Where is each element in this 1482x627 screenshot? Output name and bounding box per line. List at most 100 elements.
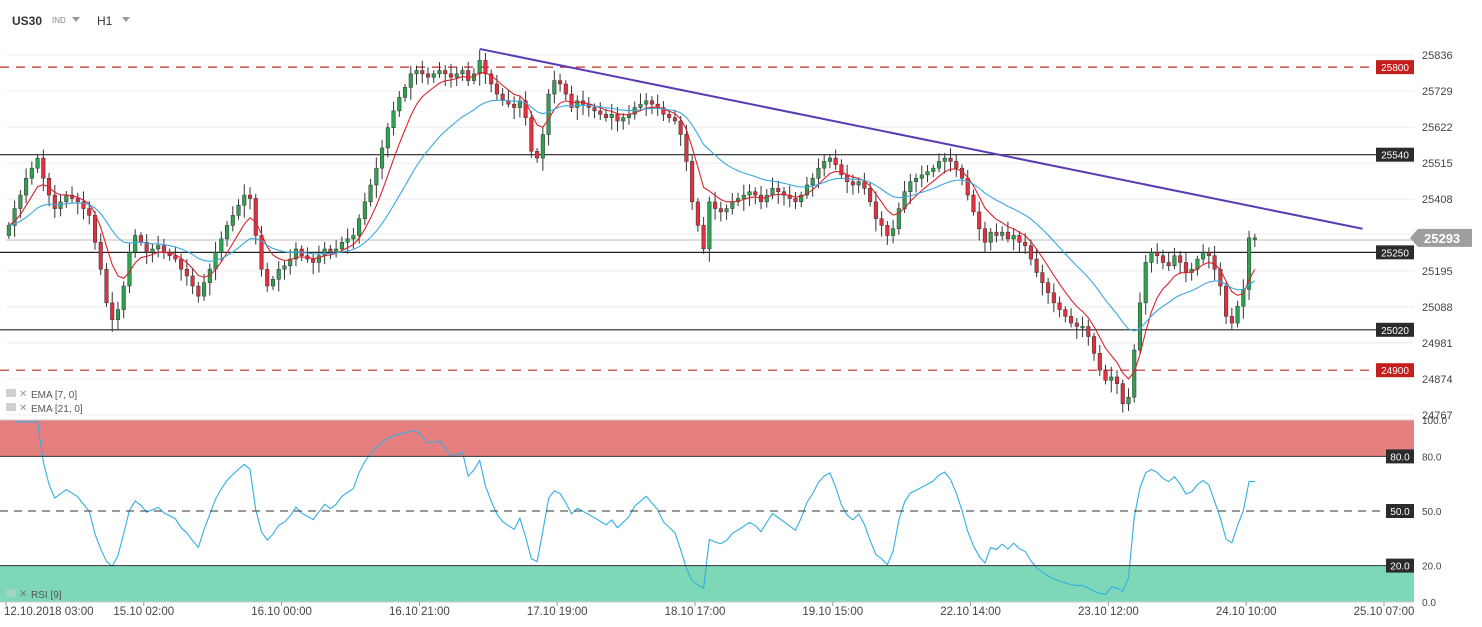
- candle-body: [908, 181, 913, 192]
- candle-body: [982, 228, 987, 243]
- candle: [403, 83, 408, 102]
- candle: [1143, 255, 1148, 315]
- candle: [575, 95, 580, 120]
- candle: [1051, 283, 1056, 313]
- candle-body: [540, 134, 545, 159]
- candle-body: [1166, 262, 1171, 267]
- symbol-tag: IND: [52, 16, 66, 25]
- candle-body: [1235, 305, 1240, 324]
- candle: [942, 152, 947, 174]
- candle-body: [879, 218, 884, 226]
- candle: [115, 301, 120, 331]
- rsi-settings-icon[interactable]: [6, 589, 16, 597]
- rsi-axis-tick: 80.0: [1422, 452, 1442, 463]
- candle: [1023, 233, 1028, 254]
- candle-body: [994, 231, 999, 236]
- candle: [1224, 282, 1229, 325]
- candle-body: [288, 258, 293, 267]
- candle-body: [64, 194, 69, 203]
- time-tick-label: 16.10 00:00: [251, 606, 312, 618]
- candle: [931, 164, 936, 178]
- candle-body: [1051, 292, 1056, 304]
- candle: [110, 292, 115, 332]
- horizontal-levels[interactable]: 25800 25540 25250 25020 24900: [0, 60, 1414, 378]
- time-tick-label: 23.10 12:00: [1078, 606, 1139, 618]
- candle-body: [81, 201, 86, 209]
- candle-body: [512, 103, 517, 108]
- candle-body: [75, 198, 80, 203]
- candle-body: [1126, 396, 1131, 405]
- current-price-text: 25293: [1424, 231, 1460, 246]
- candle: [1069, 308, 1074, 328]
- candle: [919, 165, 924, 188]
- candle-body: [190, 275, 195, 287]
- candle: [558, 73, 563, 92]
- rsi-panel: 80.0 50.0 20.0 100.0 80.0 50.0 20.0 0.0: [0, 416, 1447, 609]
- ema-fast-close-icon[interactable]: ✕: [19, 389, 27, 400]
- candle-body: [265, 268, 270, 287]
- candle-body: [850, 181, 855, 186]
- candle: [1160, 249, 1165, 270]
- rsi-legend[interactable]: ✕ RSI [9]: [6, 589, 62, 601]
- candle-body: [339, 241, 344, 250]
- candle: [150, 243, 155, 263]
- symbol-selector[interactable]: US30: [12, 14, 43, 28]
- candle: [1183, 253, 1188, 283]
- candle: [270, 275, 276, 291]
- candle: [678, 115, 683, 146]
- candle-body: [380, 147, 385, 169]
- candle: [1034, 248, 1039, 278]
- ema-fast-settings-icon[interactable]: [6, 389, 16, 397]
- trendline-group[interactable]: [479, 47, 1363, 230]
- time-tick-label: 24.10 10:00: [1216, 606, 1277, 618]
- candle: [328, 244, 333, 260]
- candle: [236, 199, 241, 220]
- rsi-axis-tick: 100.0: [1422, 416, 1447, 427]
- candle: [850, 174, 855, 195]
- candle: [362, 192, 367, 226]
- candle-body: [781, 191, 787, 196]
- grid: [6, 54, 1414, 416]
- candle: [483, 52, 488, 84]
- candle: [713, 191, 718, 220]
- candle-body: [839, 164, 844, 176]
- ema-slow-legend[interactable]: ✕ EMA [21, 0]: [6, 403, 83, 415]
- candle-body: [368, 184, 373, 203]
- candle: [1097, 344, 1102, 376]
- candle-body: [6, 225, 11, 236]
- candle: [914, 173, 919, 193]
- timeframe-dropdown-icon[interactable]: [122, 17, 130, 22]
- candle: [948, 148, 953, 172]
- candle-body: [1040, 272, 1045, 283]
- price-tick-label: 24767: [1422, 410, 1453, 422]
- trendline[interactable]: [479, 47, 1363, 230]
- candle: [517, 96, 522, 118]
- candle: [1195, 255, 1200, 276]
- candle-body: [133, 235, 138, 253]
- ema-slow-settings-icon[interactable]: [6, 403, 16, 411]
- level-tag-text: 25540: [1381, 151, 1409, 162]
- candle-body: [184, 268, 189, 277]
- price-tick-label: 25515: [1422, 158, 1453, 170]
- candle-body: [936, 161, 942, 169]
- time-tick-label: 19.10 15:00: [802, 606, 863, 618]
- timeframe-selector[interactable]: H1: [97, 14, 113, 28]
- level-tag-24900: [1376, 363, 1414, 378]
- candle-body: [1046, 282, 1051, 294]
- level-tag-25800: [1376, 60, 1414, 75]
- candle: [598, 102, 603, 120]
- candle: [885, 221, 890, 245]
- candle-body: [753, 191, 758, 196]
- ema-slow-close-icon[interactable]: ✕: [19, 403, 27, 414]
- candle: [1166, 251, 1171, 271]
- candle-body: [1155, 252, 1160, 256]
- rsi-close-icon[interactable]: ✕: [19, 589, 27, 600]
- ema-fast-legend[interactable]: ✕ EMA [7, 0]: [6, 389, 77, 401]
- candle-body: [1103, 369, 1108, 381]
- price-tick-label: 24874: [1422, 374, 1453, 386]
- candle: [477, 49, 482, 86]
- candle: [380, 140, 385, 180]
- symbol-dropdown-icon[interactable]: [72, 17, 80, 22]
- candle: [977, 201, 982, 241]
